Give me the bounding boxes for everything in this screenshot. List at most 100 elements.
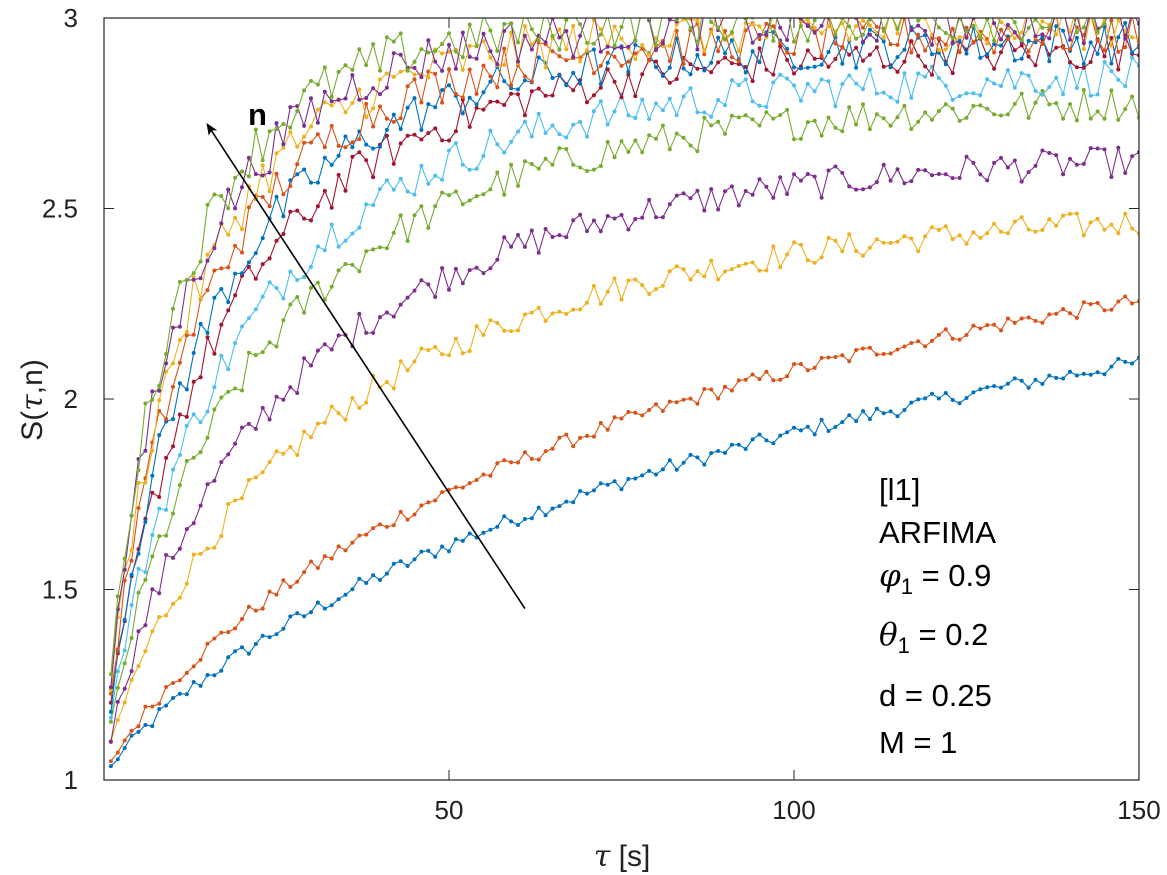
data-point [723, 12, 727, 16]
data-point [198, 321, 203, 326]
data-point [322, 606, 327, 611]
data-point [343, 262, 348, 266]
data-point [212, 636, 217, 641]
data-point [1061, 307, 1066, 312]
data-point [826, 429, 831, 433]
data-point [1137, 4, 1141, 8]
data-point [1123, 211, 1128, 216]
data-point [447, 193, 451, 198]
data-point [529, 516, 534, 521]
data-point [336, 544, 341, 549]
data-point [881, 411, 886, 416]
data-point [522, 159, 527, 164]
data-point [357, 137, 362, 142]
data-point [758, 1, 762, 5]
data-point [936, 332, 941, 337]
data-point [198, 276, 203, 281]
data-point [1012, 85, 1017, 90]
data-point [943, 47, 948, 52]
data-point [509, 460, 514, 465]
data-point [785, 107, 790, 112]
data-point [509, 519, 514, 524]
data-point [605, 289, 610, 294]
data-point [778, 72, 783, 77]
data-point [205, 330, 210, 335]
data-point [1033, 63, 1038, 68]
data-point [736, 203, 741, 208]
data-point [1054, 101, 1059, 106]
data-point [143, 623, 148, 628]
data-point [315, 180, 320, 185]
data-point [895, 167, 900, 172]
data-point [378, 522, 382, 527]
data-point [288, 584, 293, 589]
data-point [371, 86, 376, 91]
data-point [916, 23, 921, 28]
data-point [861, 102, 865, 107]
data-point [957, 38, 962, 43]
data-point [226, 308, 231, 313]
data-point [1102, 308, 1107, 313]
data-point [778, 113, 783, 118]
data-point [198, 503, 203, 508]
data-point [1054, 311, 1059, 316]
data-point [709, 20, 714, 24]
data-point [667, 18, 672, 22]
data-point [1116, 7, 1120, 11]
data-point [1074, 65, 1079, 70]
data-point [861, 87, 865, 92]
data-point [578, 435, 583, 440]
data-point [240, 185, 244, 190]
theta-value: = 0.2 [910, 617, 988, 652]
data-point [419, 204, 424, 209]
data-point [1123, 45, 1128, 50]
data-point [246, 205, 251, 210]
data-point [233, 441, 238, 446]
data-point [826, 50, 831, 54]
data-point [205, 288, 210, 293]
data-point [253, 172, 258, 177]
data-point [971, 40, 976, 45]
data-point [764, 369, 769, 374]
data-point [736, 264, 741, 268]
data-point [191, 552, 196, 557]
data-point [626, 278, 631, 283]
data-point [785, 374, 790, 379]
data-point [177, 360, 182, 365]
data-point [150, 448, 155, 453]
data-point [198, 657, 203, 662]
data-point [805, 424, 810, 429]
data-point [633, 57, 638, 61]
data-point [350, 262, 355, 267]
data-point [267, 589, 272, 594]
data-point [992, 50, 997, 55]
data-point [882, 6, 886, 10]
data-point [909, 28, 914, 33]
data-point [1095, 216, 1100, 221]
data-point [1088, 146, 1093, 151]
data-point [391, 230, 396, 235]
data-point [667, 399, 672, 404]
data-point [502, 22, 507, 26]
data-point [978, 55, 983, 60]
data-point [1026, 25, 1031, 30]
data-point [543, 65, 548, 70]
data-point [861, 25, 865, 30]
data-point [591, 283, 596, 288]
data-point [474, 105, 479, 110]
data-point [571, 54, 576, 59]
data-point [495, 170, 500, 175]
data-point [246, 264, 251, 269]
data-point [633, 116, 638, 120]
data-point [412, 213, 417, 218]
data-point [122, 567, 127, 572]
data-point [971, 230, 976, 235]
data-point [433, 204, 438, 209]
series-layer [108, 1, 1141, 769]
data-point [950, 176, 955, 181]
data-point [343, 145, 348, 150]
data-point [364, 63, 369, 68]
data-point [812, 18, 817, 23]
data-point [136, 724, 141, 729]
data-point [978, 326, 983, 331]
